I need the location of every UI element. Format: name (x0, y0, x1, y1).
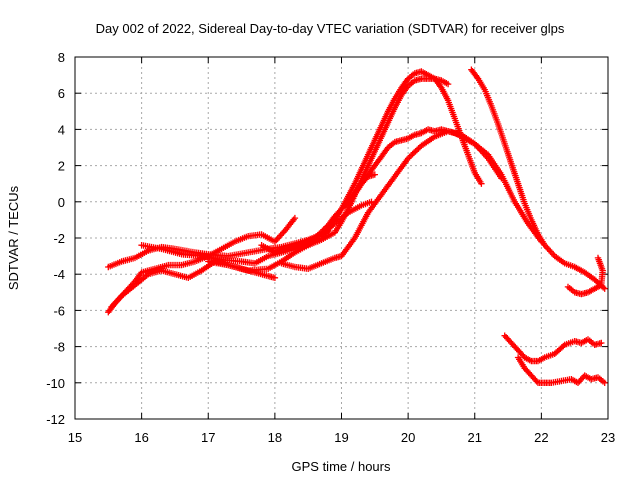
data-point (601, 285, 608, 292)
series-arc-10 (564, 254, 606, 298)
x-tick-label: 20 (401, 430, 415, 445)
data-point (444, 80, 452, 88)
y-axis-label: SDTVAR / TECUs (6, 185, 21, 290)
data-point (601, 379, 608, 386)
y-tick-label: -6 (53, 303, 65, 318)
x-axis-label: GPS time / hours (292, 459, 391, 474)
data-point (478, 180, 485, 187)
data-point (409, 150, 416, 158)
y-tick-label: 6 (58, 86, 65, 101)
data-point (533, 378, 540, 385)
series-arc-7 (278, 128, 505, 272)
y-tick-label: 2 (58, 159, 65, 174)
plot-frame (74, 56, 609, 420)
series-arc-11 (501, 332, 605, 365)
data-point (291, 214, 299, 222)
x-tick-label: 17 (201, 430, 215, 445)
data-point (594, 254, 602, 262)
y-tick-label: 8 (58, 50, 65, 65)
x-tick-label: 21 (468, 430, 482, 445)
chart-title: Day 002 of 2022, Sidereal Day-to-day VTE… (96, 21, 565, 36)
data-point (311, 234, 319, 242)
data-point (598, 339, 605, 347)
data-point (498, 175, 505, 182)
data-point (371, 171, 378, 178)
data-point (319, 227, 326, 235)
x-tick-label: 19 (334, 430, 348, 445)
x-tick-label: 15 (68, 430, 82, 445)
x-tick-label: 22 (534, 430, 548, 445)
x-tick-label: 16 (134, 430, 148, 445)
data-point (560, 342, 567, 350)
x-tick-label: 23 (601, 430, 615, 445)
data-points (105, 66, 608, 386)
y-tick-label: -4 (53, 267, 65, 282)
y-tick-label: -8 (53, 340, 65, 355)
series-arc-12 (514, 354, 608, 386)
y-tick-label: 0 (58, 195, 65, 210)
y-tick-label: -12 (46, 412, 65, 427)
y-tick-label: -2 (53, 231, 65, 246)
series-arc-8 (345, 171, 378, 213)
y-tick-label: 4 (58, 122, 65, 137)
y-tick-label: -10 (46, 376, 65, 391)
x-tick-label: 18 (268, 430, 282, 445)
data-point (271, 274, 279, 281)
